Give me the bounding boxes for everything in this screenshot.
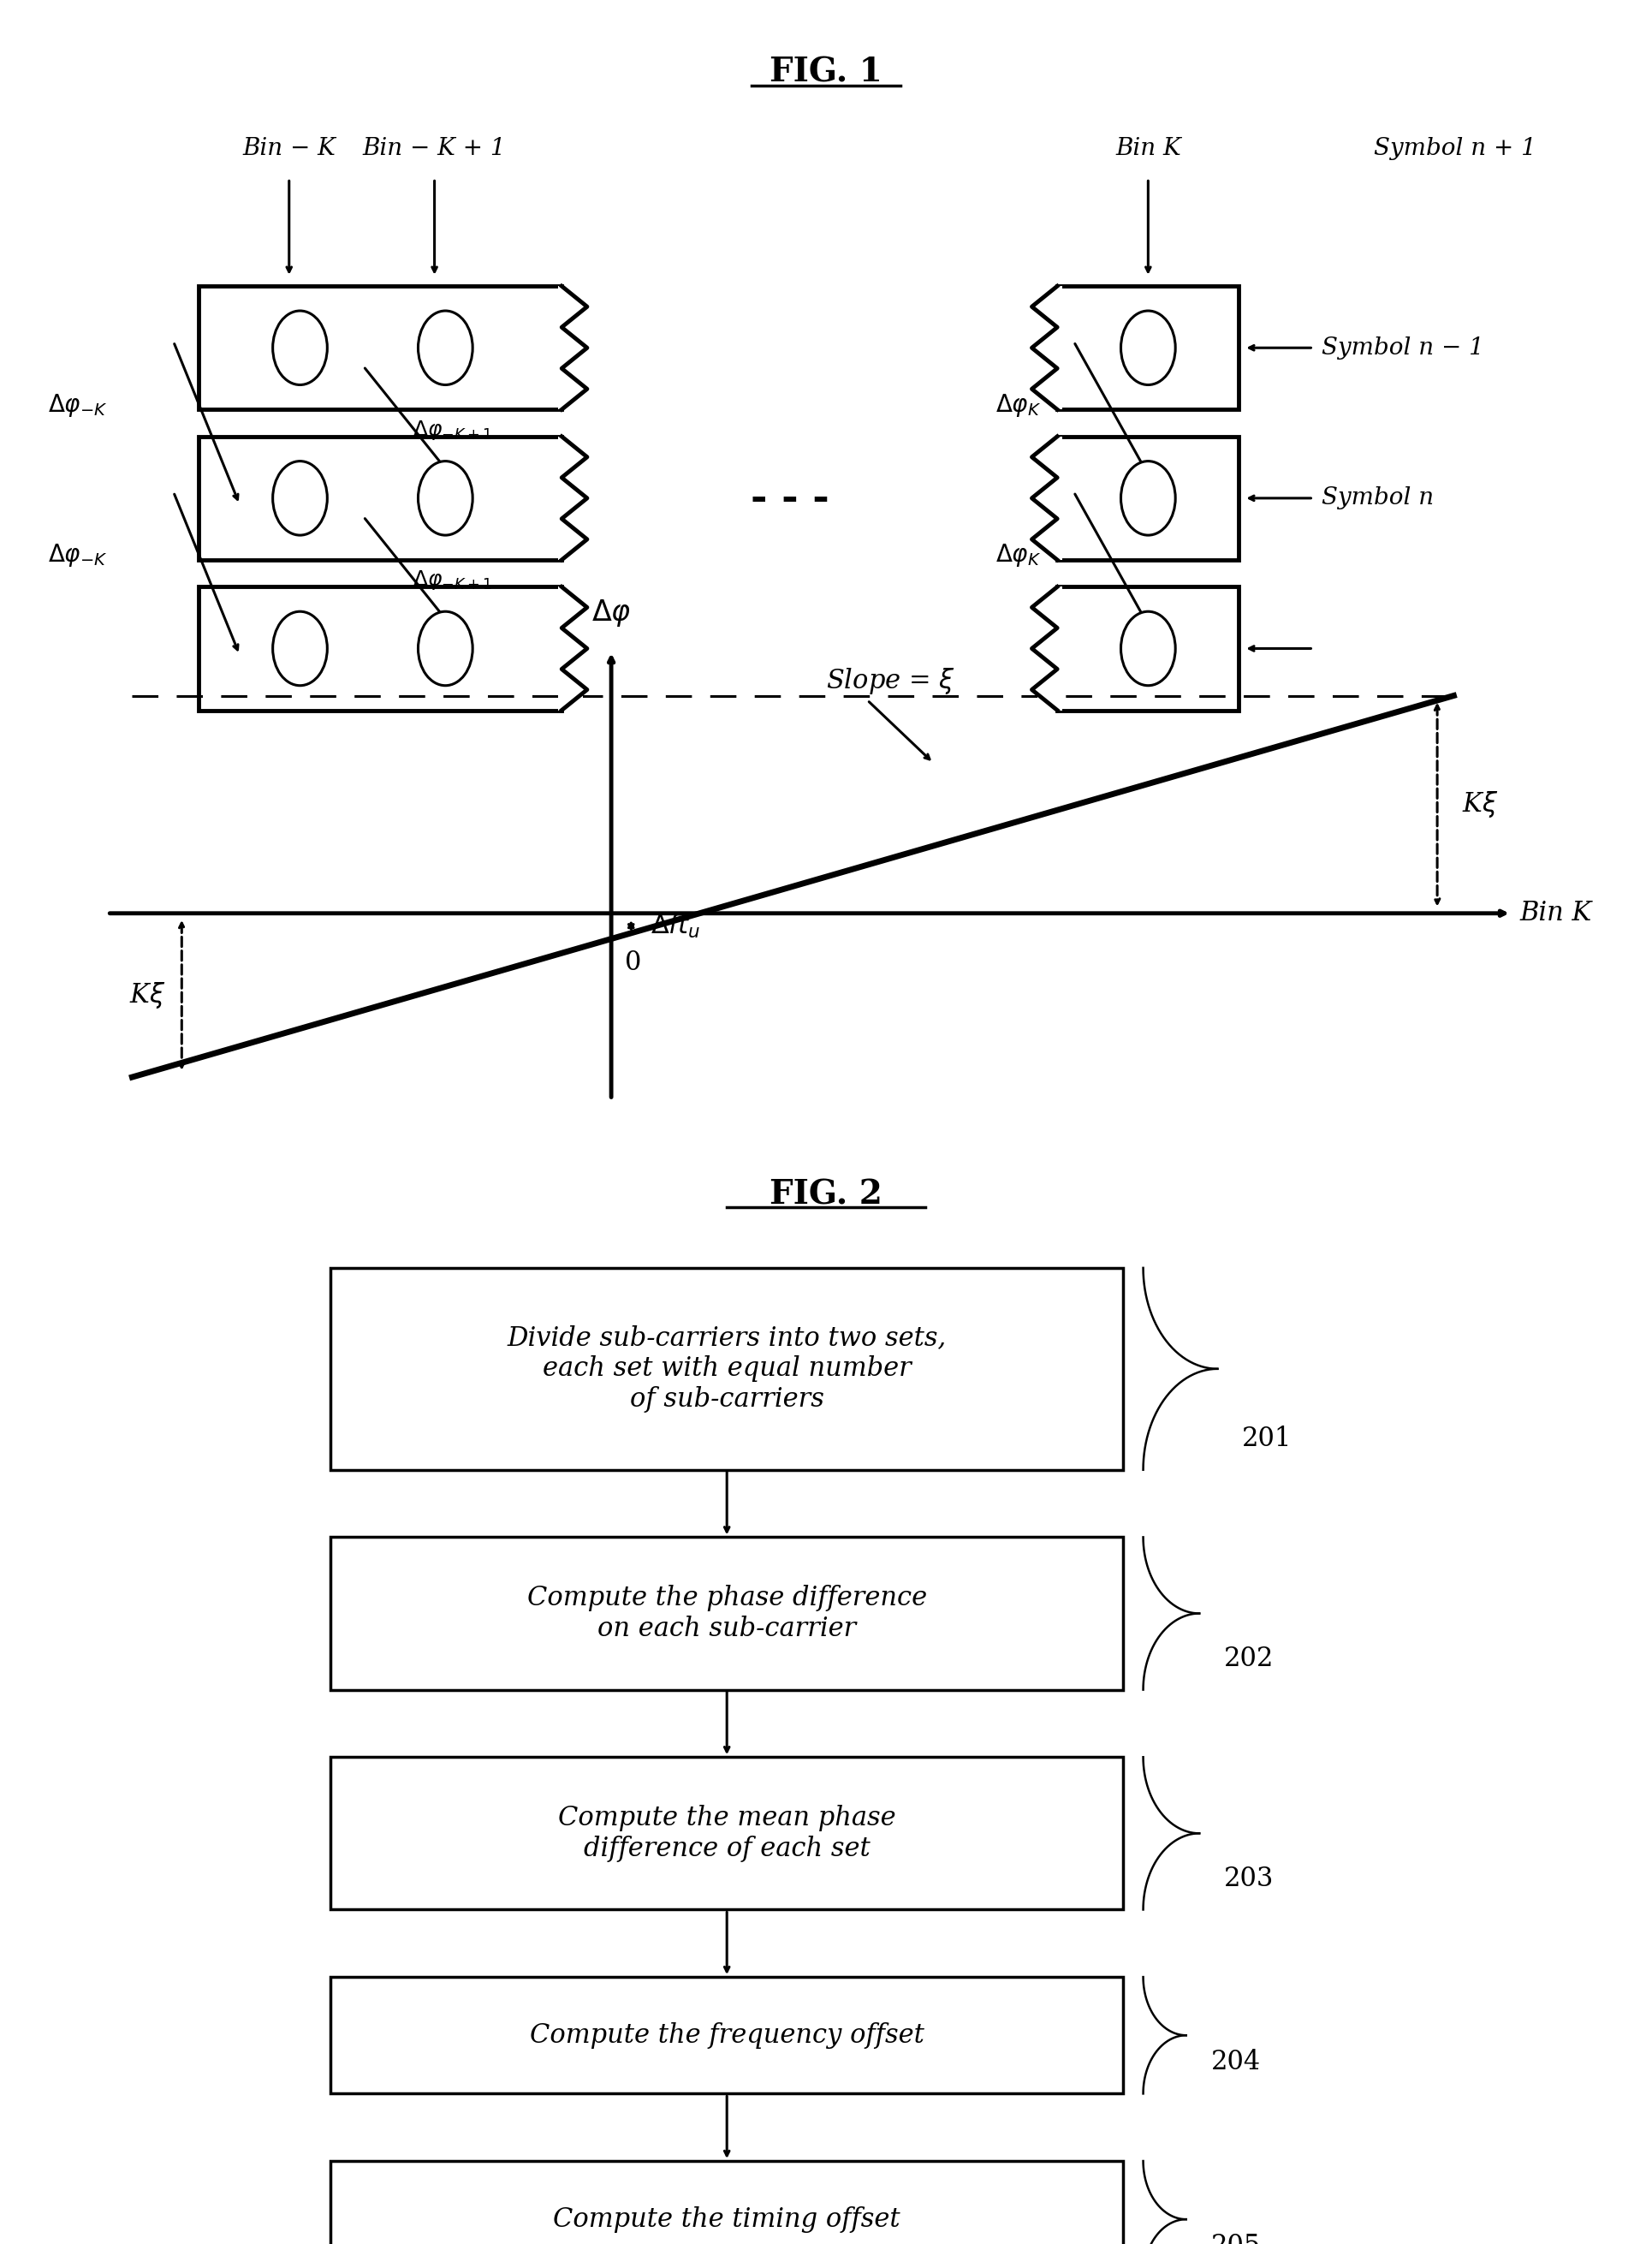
Text: Bin K: Bin K	[1115, 137, 1181, 159]
Text: 202: 202	[1224, 1645, 1274, 1672]
Text: 205: 205	[1211, 2233, 1260, 2244]
Text: Bin − K: Bin − K	[243, 137, 335, 159]
Text: Symbol n − 1: Symbol n − 1	[1322, 337, 1483, 359]
Text: 204: 204	[1211, 2049, 1260, 2076]
Text: $\Delta\varphi_{-K+1}$: $\Delta\varphi_{-K+1}$	[413, 568, 492, 592]
Circle shape	[1120, 310, 1175, 386]
Text: Compute the timing offset: Compute the timing offset	[553, 2206, 900, 2233]
Text: $\Delta\varphi_{-K}$: $\Delta\varphi_{-K}$	[48, 393, 107, 417]
Text: K$\xi$: K$\xi$	[129, 981, 165, 1010]
Text: Compute the frequency offset: Compute the frequency offset	[530, 2022, 923, 2049]
Text: Bin K: Bin K	[1520, 900, 1593, 927]
Text: 203: 203	[1224, 1865, 1274, 1892]
Bar	[330, 1757, 1123, 1910]
Text: 0: 0	[624, 949, 641, 976]
Text: $\Delta\varphi$: $\Delta\varphi$	[591, 597, 631, 628]
Bar	[1057, 285, 1239, 408]
Circle shape	[1120, 610, 1175, 687]
Circle shape	[418, 310, 472, 386]
Text: K$\xi$: K$\xi$	[1462, 790, 1498, 819]
Text: FIG. 1: FIG. 1	[770, 56, 882, 88]
Bar	[1037, 435, 1062, 559]
Circle shape	[1120, 460, 1175, 534]
Text: 201: 201	[1242, 1425, 1292, 1452]
Bar	[198, 586, 562, 709]
Text: Symbol n + 1: Symbol n + 1	[1374, 137, 1536, 159]
Text: Symbol n: Symbol n	[1322, 487, 1434, 509]
Text: $\Delta\varphi_{-K}$: $\Delta\varphi_{-K}$	[48, 543, 107, 568]
Text: $\Delta ft_u$: $\Delta ft_u$	[651, 913, 700, 940]
Bar	[198, 285, 562, 408]
Text: Bin − K + 1: Bin − K + 1	[363, 137, 506, 159]
Bar	[558, 285, 583, 408]
Bar	[198, 435, 562, 559]
Text: Divide sub-carriers into two sets,
each set with equal number
of sub-carriers: Divide sub-carriers into two sets, each …	[507, 1324, 947, 1414]
Circle shape	[418, 610, 472, 687]
Text: Compute the phase difference
on each sub-carrier: Compute the phase difference on each sub…	[527, 1584, 927, 1643]
Text: $\Delta\varphi_K$: $\Delta\varphi_K$	[995, 543, 1041, 568]
Circle shape	[273, 310, 327, 386]
Bar	[1037, 586, 1062, 709]
Circle shape	[273, 460, 327, 534]
Text: $\Delta\varphi_K$: $\Delta\varphi_K$	[995, 393, 1041, 417]
Text: FIG. 2: FIG. 2	[770, 1178, 882, 1210]
Text: Compute the mean phase
difference of each set: Compute the mean phase difference of eac…	[558, 1804, 895, 1863]
Text: - - -: - - -	[750, 478, 829, 518]
Text: Slope = $\xi$: Slope = $\xi$	[826, 666, 955, 696]
Bar	[558, 586, 583, 709]
Circle shape	[273, 610, 327, 687]
Text: $\Delta\varphi_{-K+1}$: $\Delta\varphi_{-K+1}$	[413, 417, 492, 442]
Bar	[1057, 586, 1239, 709]
Bar	[558, 435, 583, 559]
Circle shape	[418, 460, 472, 534]
Bar	[330, 2161, 1123, 2244]
Bar	[330, 1268, 1123, 1470]
Bar	[1037, 285, 1062, 408]
Bar	[330, 1537, 1123, 1690]
Bar	[330, 1977, 1123, 2094]
Bar	[1057, 435, 1239, 559]
